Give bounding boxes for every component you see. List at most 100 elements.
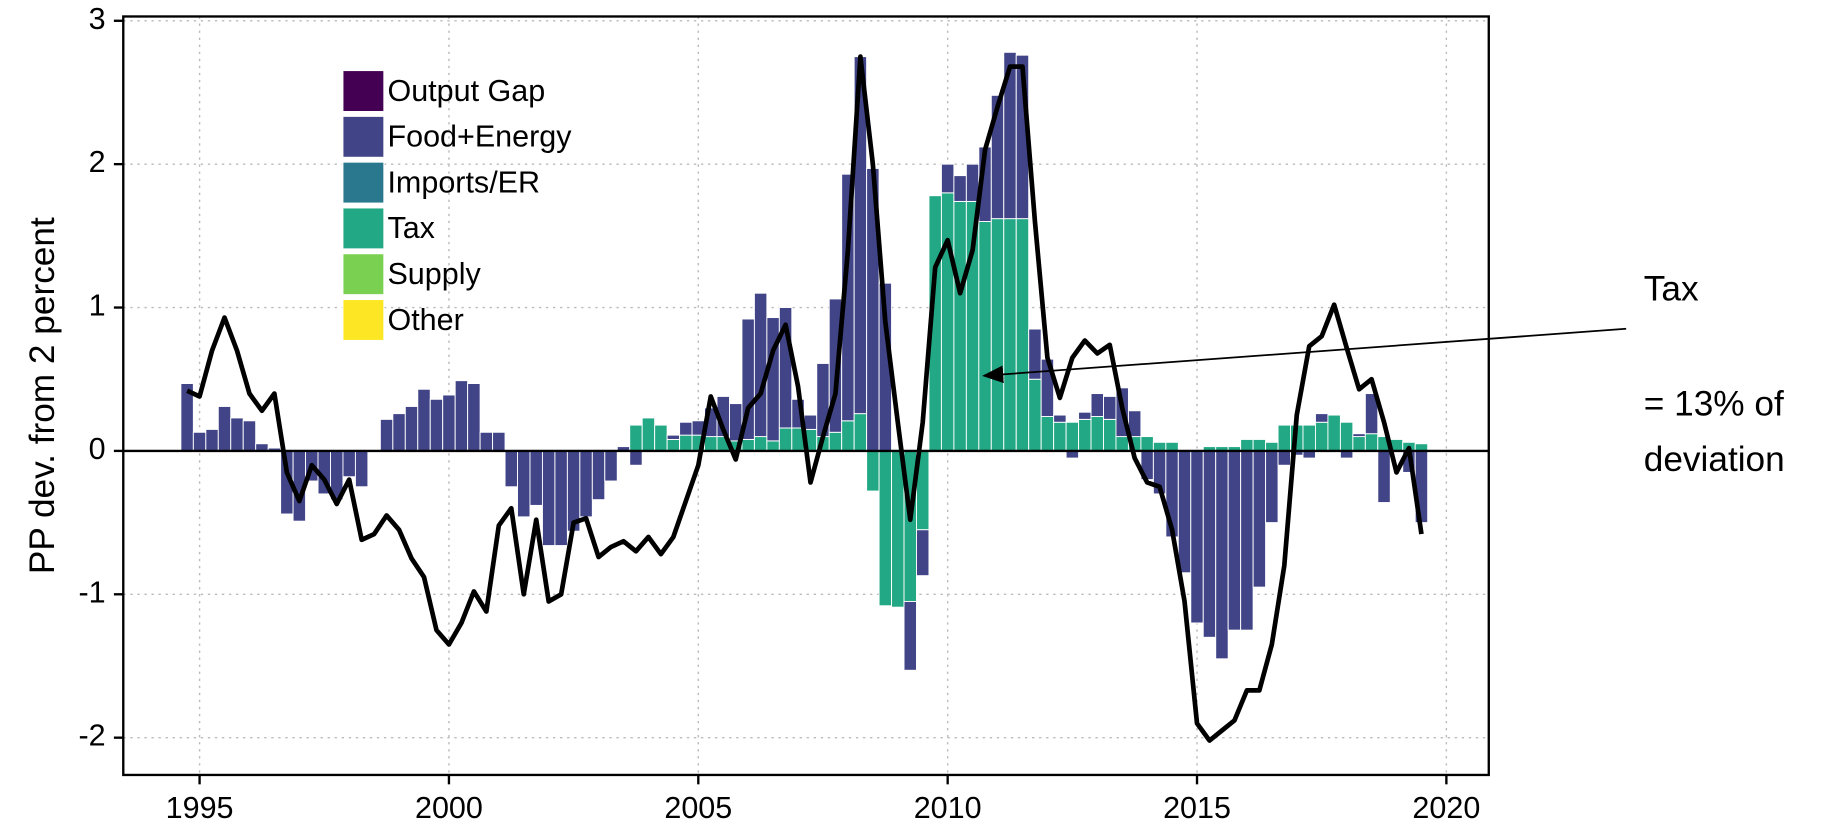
bar-segment bbox=[1265, 450, 1279, 524]
bar-segment bbox=[1015, 218, 1030, 452]
legend-label: Food+Energy bbox=[387, 120, 572, 154]
x-tick-label: 1995 bbox=[166, 791, 234, 825]
bar-segment bbox=[1364, 433, 1379, 452]
bar-segment bbox=[1364, 393, 1379, 435]
bar-segment bbox=[1028, 378, 1042, 452]
bar-segment bbox=[517, 450, 531, 518]
bar-segment bbox=[1240, 450, 1254, 631]
bar-segment bbox=[1377, 450, 1391, 504]
bar-segment bbox=[1190, 450, 1204, 624]
bar-segment bbox=[965, 163, 980, 202]
bar-segment bbox=[242, 420, 257, 452]
bar-segment bbox=[903, 600, 917, 671]
bar-segment bbox=[1314, 413, 1329, 423]
bar-segment bbox=[192, 431, 207, 452]
bar-segment bbox=[1165, 441, 1179, 452]
y-tick-label: 3 bbox=[89, 2, 106, 36]
legend-swatch bbox=[342, 207, 385, 250]
bar-segment bbox=[741, 438, 755, 452]
y-tick-label: -2 bbox=[79, 719, 106, 753]
bar-segment bbox=[554, 450, 568, 547]
bar-segment bbox=[205, 428, 219, 452]
annotation-arrow bbox=[982, 327, 1627, 384]
bar-segment bbox=[591, 450, 606, 501]
bar-segment bbox=[778, 427, 793, 452]
bar-segment bbox=[1252, 450, 1267, 588]
y-tick-label: 0 bbox=[89, 432, 106, 466]
legend-label: Other bbox=[387, 303, 463, 337]
legend-label: Tax bbox=[387, 211, 435, 245]
bar-segment bbox=[1090, 416, 1104, 452]
bar-segment bbox=[766, 440, 780, 452]
bar-segment bbox=[217, 405, 232, 452]
bar-segment bbox=[1352, 436, 1366, 452]
bar-segment bbox=[940, 192, 955, 452]
legend-swatch bbox=[342, 115, 385, 158]
bar-segment bbox=[492, 431, 506, 452]
bar-segment bbox=[529, 450, 543, 506]
overlay: -2 -1 0 1 2 3 1995 2000 2005 2010 2015 2020 Output G… bbox=[79, 2, 1489, 825]
bar-segment bbox=[1302, 424, 1316, 452]
annotation: deviation bbox=[1644, 440, 1785, 479]
bar-segment bbox=[1078, 411, 1092, 420]
bar-segment bbox=[866, 450, 880, 492]
bar-segment bbox=[442, 394, 456, 452]
bar-segment bbox=[1215, 450, 1229, 660]
bar-segment bbox=[1202, 450, 1217, 638]
bar-segment bbox=[1065, 421, 1080, 452]
x-tick-label: 2005 bbox=[664, 791, 732, 825]
y-axis-label: PP dev. from 2 percent bbox=[23, 217, 62, 574]
bar-segment bbox=[953, 175, 967, 202]
bar-segment bbox=[940, 163, 955, 194]
bar-segment bbox=[342, 450, 356, 478]
bar-segment bbox=[1252, 438, 1267, 452]
line bbox=[186, 54, 1424, 743]
bar-segment bbox=[679, 421, 693, 436]
bar-segment bbox=[1352, 433, 1366, 438]
legend-swatch bbox=[342, 253, 385, 296]
bar-segment bbox=[1028, 328, 1042, 380]
bar-segment bbox=[429, 398, 444, 452]
bar-segment bbox=[666, 434, 681, 440]
bar-segment bbox=[828, 431, 843, 452]
bar-segment bbox=[766, 317, 780, 442]
bar-segment bbox=[479, 431, 494, 452]
bar-segment bbox=[417, 388, 431, 452]
bar-segment bbox=[454, 380, 469, 452]
bars bbox=[180, 51, 1429, 671]
legend-swatch bbox=[342, 69, 385, 113]
bar-segment bbox=[1078, 418, 1092, 452]
bar-segment bbox=[1240, 438, 1254, 452]
x-tick-label: 2000 bbox=[415, 791, 483, 825]
bar-segment bbox=[1314, 421, 1329, 452]
y-tick-label: 2 bbox=[89, 145, 106, 179]
plot-frame bbox=[122, 15, 1490, 777]
bar-segment bbox=[467, 383, 481, 452]
bar-segment bbox=[679, 434, 693, 452]
y-tick-label: 1 bbox=[89, 289, 106, 323]
bar-segment bbox=[1327, 414, 1341, 452]
bar-segment bbox=[1277, 424, 1291, 452]
bar-segment bbox=[1277, 450, 1291, 466]
bar-segment bbox=[1140, 436, 1154, 452]
bar-segment bbox=[1177, 450, 1192, 574]
bar-segment bbox=[541, 450, 556, 547]
bar-segment bbox=[641, 417, 656, 452]
bar-segment bbox=[1003, 218, 1017, 452]
bar-segment bbox=[392, 413, 406, 452]
bar-segment bbox=[1053, 421, 1067, 452]
bar-segment bbox=[1152, 441, 1167, 452]
bar-segment bbox=[629, 450, 643, 466]
legend-label: Imports/ER bbox=[387, 165, 540, 199]
bar-segment bbox=[978, 221, 992, 452]
legend-label: Output Gap bbox=[387, 74, 545, 108]
legend-swatch bbox=[342, 161, 385, 204]
bar-segment bbox=[803, 414, 818, 430]
bar-segment bbox=[1115, 436, 1129, 452]
bar-segment bbox=[404, 405, 419, 452]
bar-segment bbox=[654, 424, 668, 452]
bar-segment bbox=[629, 424, 643, 452]
bar-segment bbox=[990, 218, 1005, 452]
bar-segment bbox=[1265, 441, 1279, 452]
